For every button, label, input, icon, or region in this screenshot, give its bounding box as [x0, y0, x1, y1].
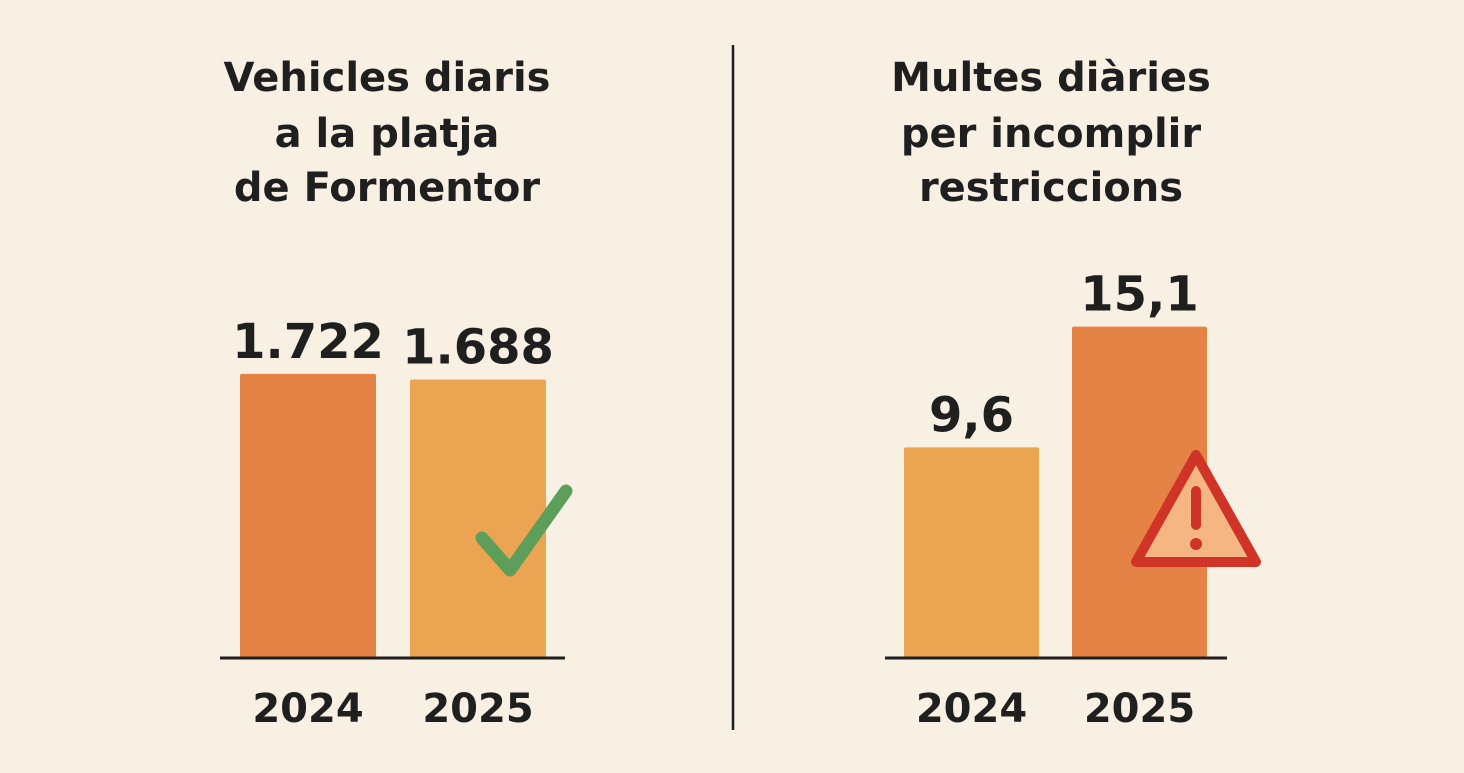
- warning-icon: [1131, 450, 1261, 567]
- x-tick-label-2024: 2024: [252, 686, 363, 732]
- value-label-2025: 1.688: [402, 319, 554, 375]
- x-tick-label-2024: 2024: [916, 686, 1027, 732]
- value-label-2024: 9,6: [929, 387, 1014, 443]
- x-tick-label-2025: 2025: [1084, 686, 1195, 732]
- chart-title-line: per incomplir: [901, 111, 1202, 157]
- warning-exclamation-dot: [1190, 538, 1202, 550]
- value-label-2024: 1.722: [232, 314, 384, 370]
- check-icon: [475, 484, 573, 577]
- value-label-2025: 15,1: [1080, 267, 1198, 323]
- x-tick-label-2025: 2025: [422, 686, 533, 732]
- warning-exclamation-bar: [1191, 486, 1201, 530]
- bar-2024: [904, 447, 1039, 658]
- chart-title-line: a la platja: [275, 111, 500, 157]
- chart-title-line: de Formentor: [234, 165, 540, 211]
- bar-2024: [240, 373, 376, 658]
- chart-panel-1: Vehicles diaris a la platja de Formentor 1.…: [220, 55, 573, 732]
- chart-title-line: Vehicles diaris: [224, 55, 551, 101]
- chart-panel-2: Multes diàries per incomplir restriccions 9…: [885, 55, 1261, 732]
- chart-title-line: Multes diàries: [891, 55, 1211, 101]
- bar-2025: [1072, 326, 1207, 658]
- bar-2025: [410, 379, 546, 658]
- chart-title-line: restriccions: [919, 165, 1183, 211]
